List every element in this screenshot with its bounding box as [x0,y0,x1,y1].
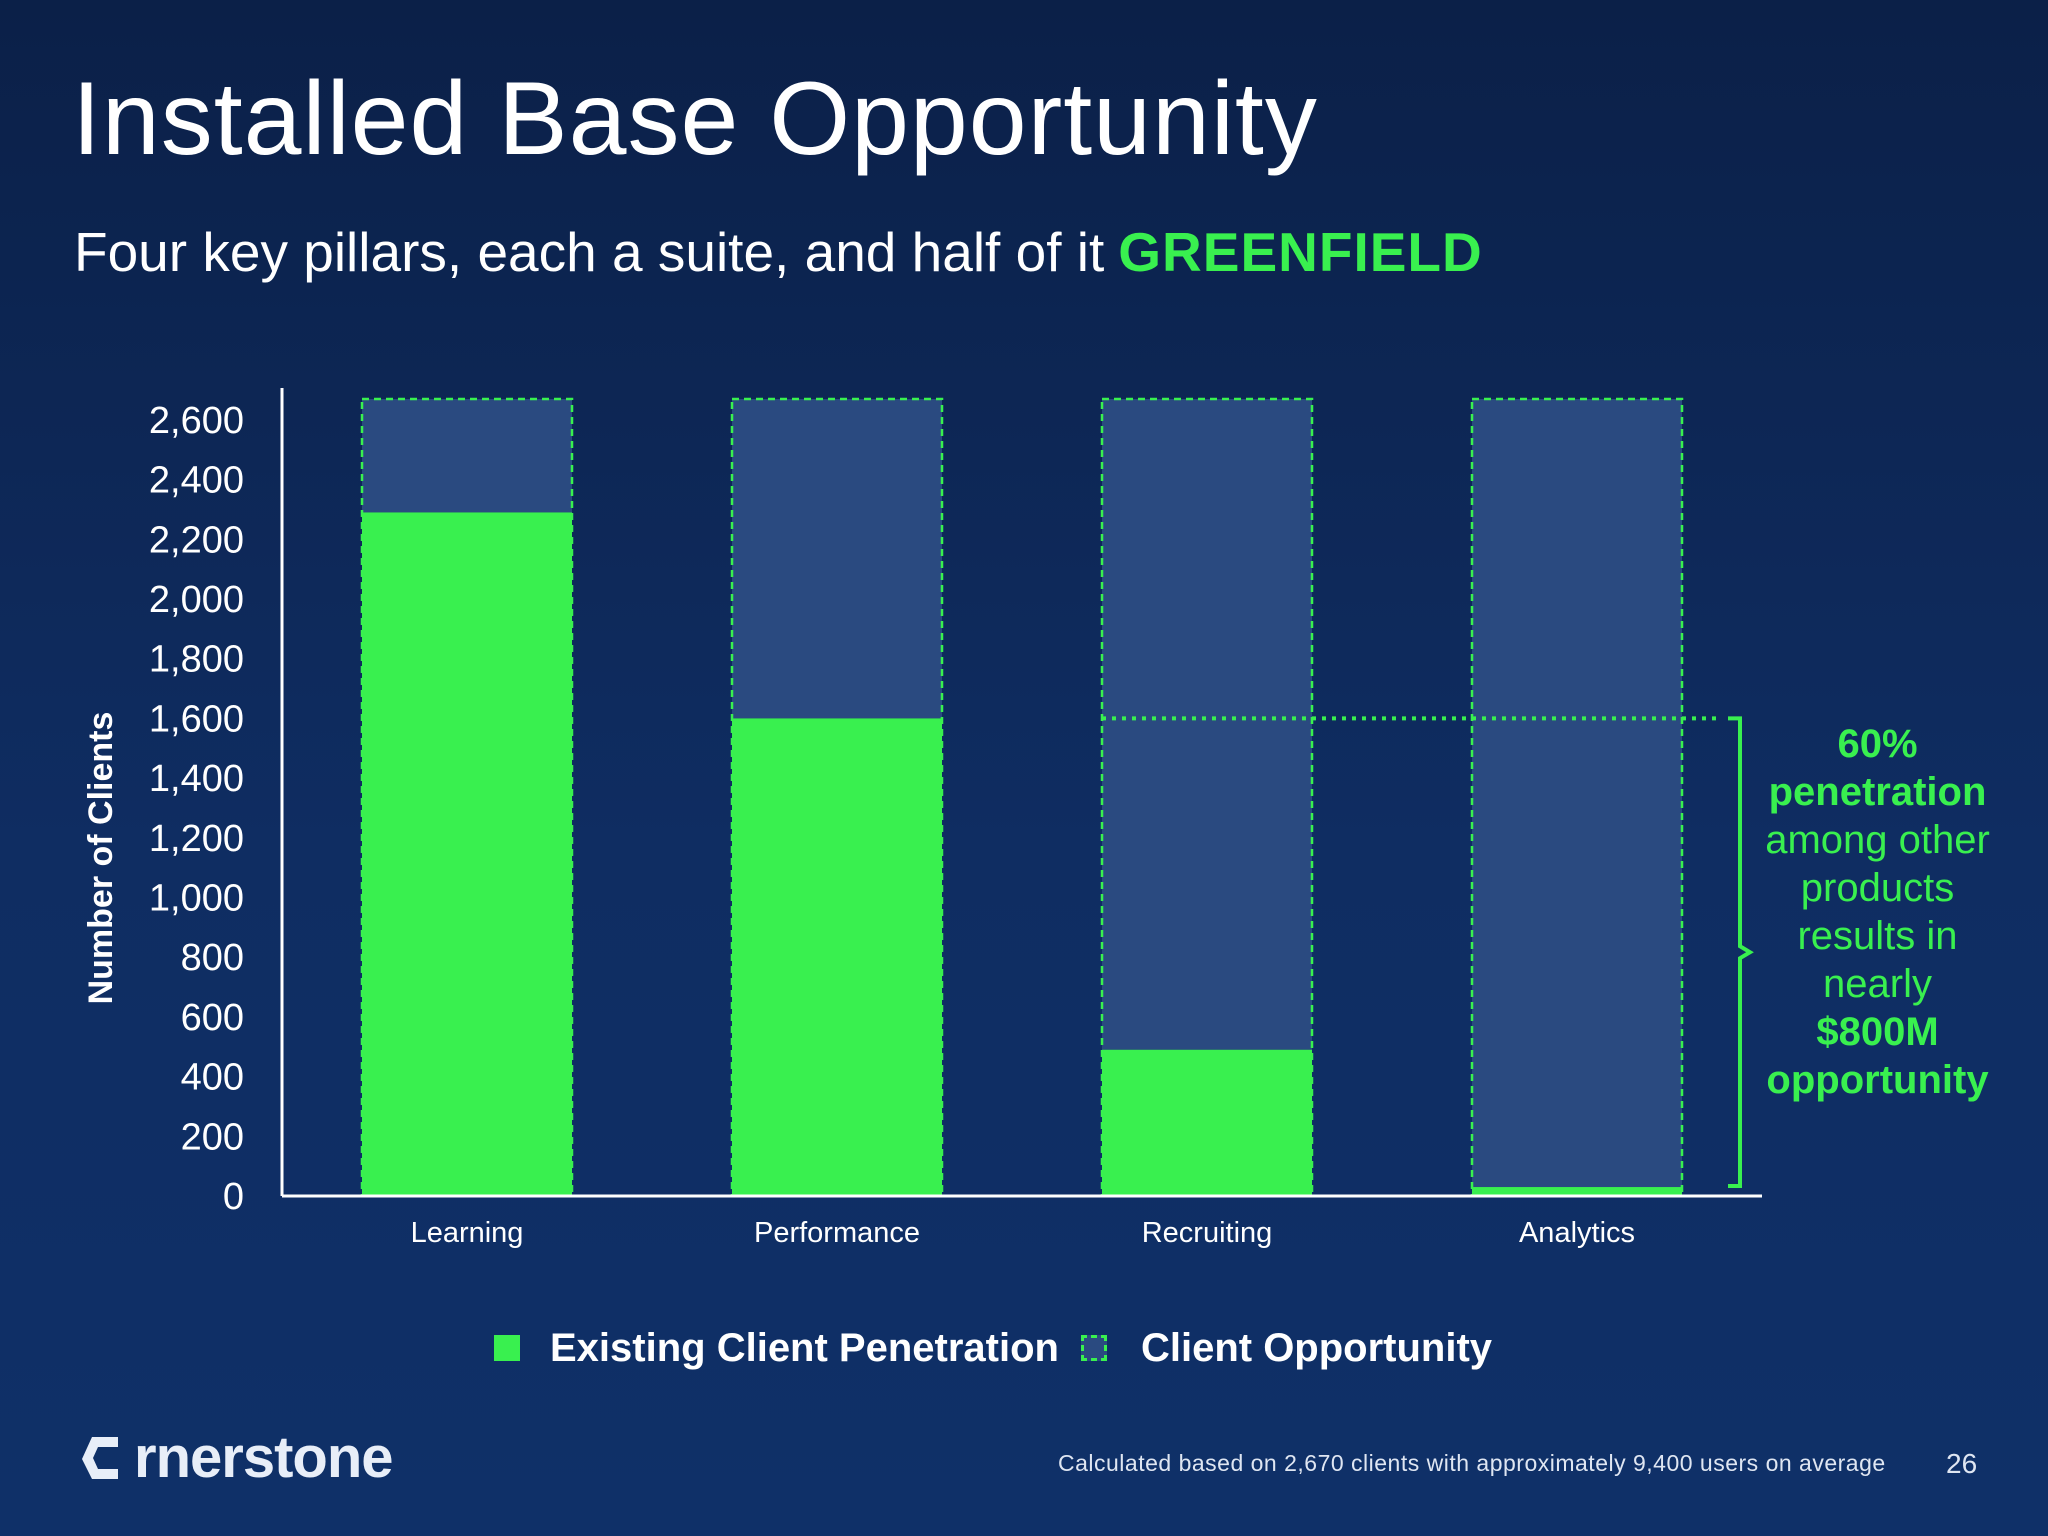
y-tick-label: 400 [181,1057,244,1099]
y-tick-label: 2,000 [149,579,244,621]
legend-solid-swatch-icon [494,1335,520,1361]
subtitle-text: Four key pillars, each a suite, and half… [74,221,1105,283]
bar-opportunity [1102,399,1312,1050]
slide-subtitle: Four key pillars, each a suite, and half… [74,222,1483,283]
callout-bracket [1728,716,1754,1188]
y-tick-label: 600 [181,997,244,1039]
y-tick-label: 0 [223,1176,244,1218]
y-tick-label: 800 [181,937,244,979]
callout-body: among other products results in nearly [1765,818,1990,1006]
legend-dashed-swatch-icon [1080,1335,1107,1361]
penetration-callout: 60% penetration among other products res… [1755,720,2000,1104]
slide-title: Installed Base Opportunity [72,61,1318,177]
y-tick-label: 1,000 [149,878,244,920]
callout-amount: $800M [1816,1010,1939,1054]
page-number: 26 [1946,1448,1978,1479]
y-tick-label: 2,200 [149,519,244,561]
bar-opportunity [362,399,572,513]
bar-existing [732,718,942,1196]
bar-existing [362,512,572,1196]
bar-opportunity [1472,399,1682,1188]
x-tick-label: Recruiting [1142,1217,1273,1249]
y-tick-label: 1,400 [149,758,244,800]
cornerstone-logo: rnerstone [78,1422,394,1492]
callout-percent: 60% [1837,722,1918,766]
x-tick-label: Analytics [1519,1217,1635,1249]
callout-penetration: penetration [1768,770,1987,814]
bar-chart: 0 200 400 600 800 1,000 1,200 1,400 1,600 1,800 2,… [82,397,1754,1249]
y-tick-label: 1,600 [149,698,244,740]
y-tick-label: 1,800 [149,639,244,681]
cornerstone-c-icon [82,1437,118,1479]
y-tick-label: 2,400 [149,460,244,502]
footnote: Calculated based on 2,670 clients with a… [1058,1450,1886,1476]
callout-opportunity: opportunity [1766,1058,1989,1102]
bar-existing [1102,1049,1312,1196]
x-tick-label: Performance [754,1217,920,1249]
chart-legend: Existing Client Penetration Client Oppor… [494,1320,1492,1376]
subtitle-highlight: GREENFIELD [1118,221,1483,283]
logo-text: rnerstone [134,1424,394,1490]
bar-opportunity [732,399,942,719]
y-tick-label: 200 [181,1116,244,1158]
y-axis-label: Number of Clients [82,712,120,1005]
y-tick-label: 1,200 [149,818,244,860]
x-tick-label: Learning [411,1217,524,1249]
bar-existing [1472,1187,1682,1196]
y-tick-label: 2,600 [149,400,244,442]
legend-opportunity-label: Client Opportunity [1140,1325,1493,1370]
legend-existing-label: Existing Client Penetration [550,1325,1059,1370]
